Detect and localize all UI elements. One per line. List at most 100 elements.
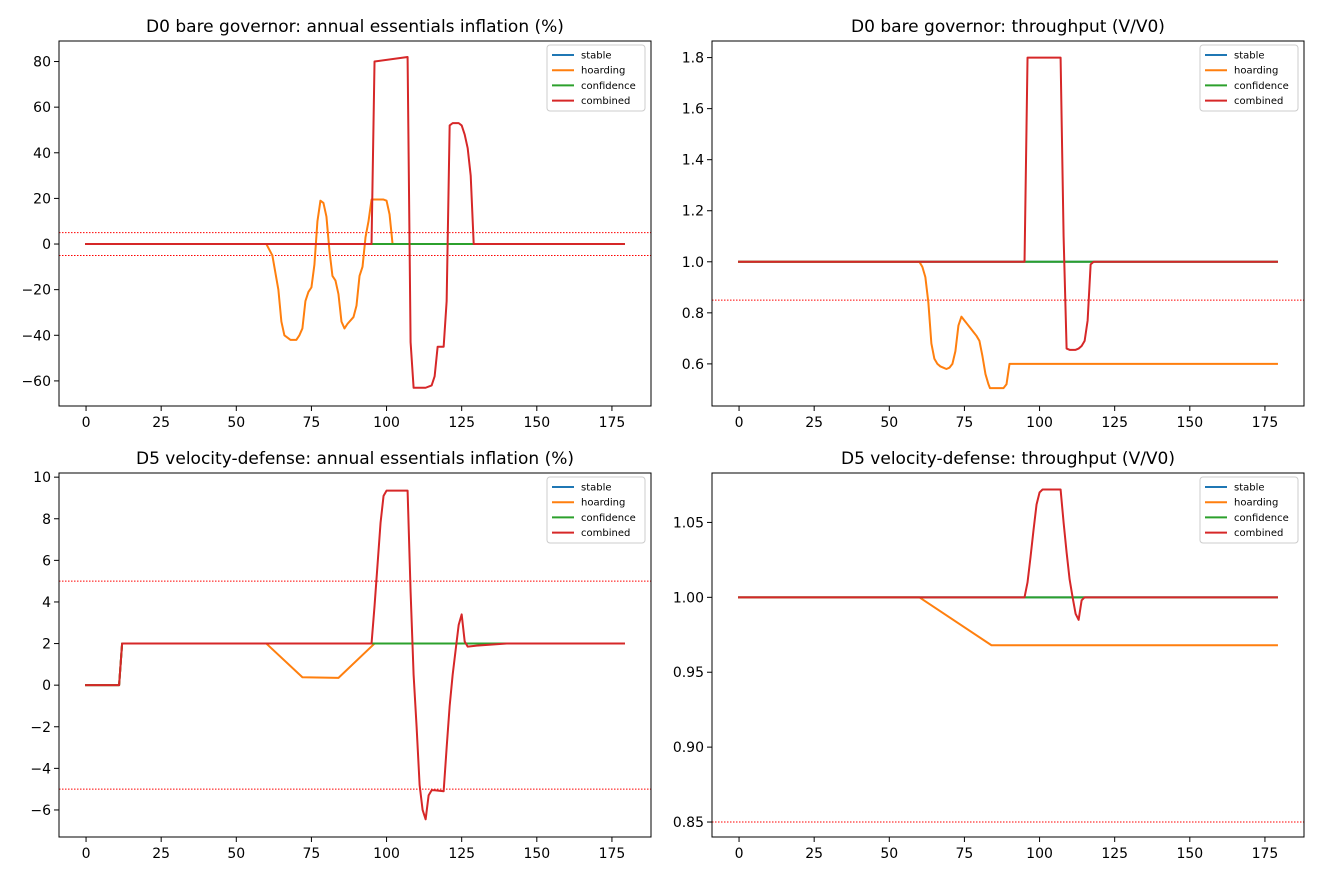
y-tick-label: 4: [42, 595, 51, 611]
y-tick-label: 8: [42, 512, 51, 528]
legend-box: [1199, 44, 1299, 112]
y-tick-label: 0: [42, 237, 51, 253]
y-tick-label: 60: [33, 100, 51, 116]
x-tick-label: 125: [1101, 846, 1128, 862]
x-tick-label: 0: [82, 415, 91, 431]
y-tick-label: 40: [33, 146, 51, 162]
y-tick-label: 2: [42, 637, 51, 653]
legend-label-combined: combined: [1234, 96, 1283, 107]
chart-title: D0 bare governor: throughput (V/V0): [851, 17, 1165, 37]
y-tick-label: 1.6: [682, 102, 704, 118]
x-tick-label: 50: [880, 846, 898, 862]
plot-area: [712, 488, 1304, 823]
y-tick-label: 80: [33, 55, 51, 71]
x-tick-label: 125: [1101, 415, 1128, 431]
y-tick-label: 1.2: [682, 204, 704, 220]
x-tick-label: 100: [373, 415, 400, 431]
legend-label-stable: stable: [581, 51, 612, 62]
legend-label-confidence: confidence: [1234, 513, 1289, 524]
y-tick-label: 0: [42, 678, 51, 694]
legend: stable hoarding confidence combined: [546, 44, 646, 112]
panel-d5-inflation: D5 velocity-defense: annual essentials i…: [30, 449, 652, 862]
panel-d0-inflation: D0 bare governor: annual essentials infl…: [21, 17, 652, 431]
y-tick-label: 1.05: [673, 515, 704, 531]
y-tick-label: 0.95: [673, 665, 704, 681]
x-tick-label: 175: [1252, 846, 1279, 862]
series-line-combined: [85, 55, 625, 389]
legend: stable hoarding confidence combined: [546, 476, 646, 544]
series-line-combined: [738, 488, 1278, 621]
axes-frame: [711, 40, 1305, 407]
x-tick-label: 0: [82, 846, 91, 862]
legend: stable hoarding confidence combined: [1199, 476, 1299, 544]
legend-label-stable: stable: [581, 483, 612, 494]
plot-area: [712, 56, 1304, 390]
axes-frame: [711, 472, 1305, 838]
series-line-combined: [85, 489, 625, 821]
legend-label-combined: combined: [581, 528, 630, 539]
y-tick-label: 0.6: [682, 357, 704, 373]
y-tick-label: 1.00: [673, 590, 704, 606]
legend-label-hoarding: hoarding: [1234, 66, 1278, 77]
chart-title: D5 velocity-defense: annual essentials i…: [136, 449, 574, 469]
y-tick-label: 10: [33, 470, 51, 486]
legend-label-stable: stable: [1234, 483, 1265, 494]
legend-label-hoarding: hoarding: [581, 498, 625, 509]
x-tick-label: 50: [880, 415, 898, 431]
series-line-hoarding: [85, 198, 625, 341]
legend-label-combined: combined: [1234, 528, 1283, 539]
x-tick-label: 25: [152, 846, 170, 862]
y-tick-label: −40: [21, 328, 51, 344]
x-tick-label: 50: [227, 846, 245, 862]
y-tick-label: −2: [30, 720, 51, 736]
x-tick-label: 75: [303, 415, 321, 431]
y-tick-label: 0.85: [673, 815, 704, 831]
y-tick-label: −60: [21, 374, 51, 390]
y-tick-label: 1.8: [682, 51, 704, 67]
x-tick-label: 75: [303, 846, 321, 862]
x-tick-label: 175: [1252, 415, 1279, 431]
chart-title: D5 velocity-defense: throughput (V/V0): [841, 449, 1175, 469]
axes-frame: [58, 40, 652, 407]
y-tick-label: 1.4: [682, 153, 704, 169]
legend-label-hoarding: hoarding: [1234, 498, 1278, 509]
panel-d0-throughput: D0 bare governor: throughput (V/V0) 0 25 50…: [682, 17, 1305, 431]
panel-d5-throughput: D5 velocity-defense: throughput (V/V0) 0 2…: [673, 449, 1305, 862]
series-line-hoarding: [738, 260, 1278, 390]
x-tick-label: 150: [523, 846, 550, 862]
legend-box: [546, 44, 646, 112]
x-tick-label: 125: [448, 415, 475, 431]
chart-title: D0 bare governor: annual essentials infl…: [146, 17, 564, 37]
legend-label-confidence: confidence: [581, 81, 636, 92]
x-tick-label: 25: [152, 415, 170, 431]
x-tick-label: 175: [599, 415, 626, 431]
x-tick-label: 50: [227, 415, 245, 431]
x-tick-label: 150: [1176, 846, 1203, 862]
x-tick-label: 25: [805, 846, 823, 862]
y-tick-label: 0.8: [682, 306, 704, 322]
x-tick-label: 175: [599, 846, 626, 862]
legend-label-combined: combined: [581, 96, 630, 107]
plot-area: [59, 489, 651, 821]
y-tick-label: 0.90: [673, 740, 704, 756]
x-tick-label: 150: [1176, 415, 1203, 431]
legend-label-hoarding: hoarding: [581, 66, 625, 77]
x-tick-label: 75: [956, 846, 974, 862]
x-tick-label: 125: [448, 846, 475, 862]
x-tick-label: 0: [735, 846, 744, 862]
y-tick-label: 1.0: [682, 255, 704, 271]
y-tick-label: −4: [30, 761, 51, 777]
legend-label-confidence: confidence: [581, 513, 636, 524]
legend-label-confidence: confidence: [1234, 81, 1289, 92]
axes-frame: [58, 472, 652, 838]
plot-area: [59, 55, 651, 389]
x-tick-label: 150: [523, 415, 550, 431]
legend-box: [1199, 476, 1299, 544]
x-tick-label: 100: [1026, 415, 1053, 431]
x-tick-label: 100: [373, 846, 400, 862]
y-tick-label: −20: [21, 283, 51, 299]
y-tick-label: 6: [42, 553, 51, 569]
legend-box: [546, 476, 646, 544]
